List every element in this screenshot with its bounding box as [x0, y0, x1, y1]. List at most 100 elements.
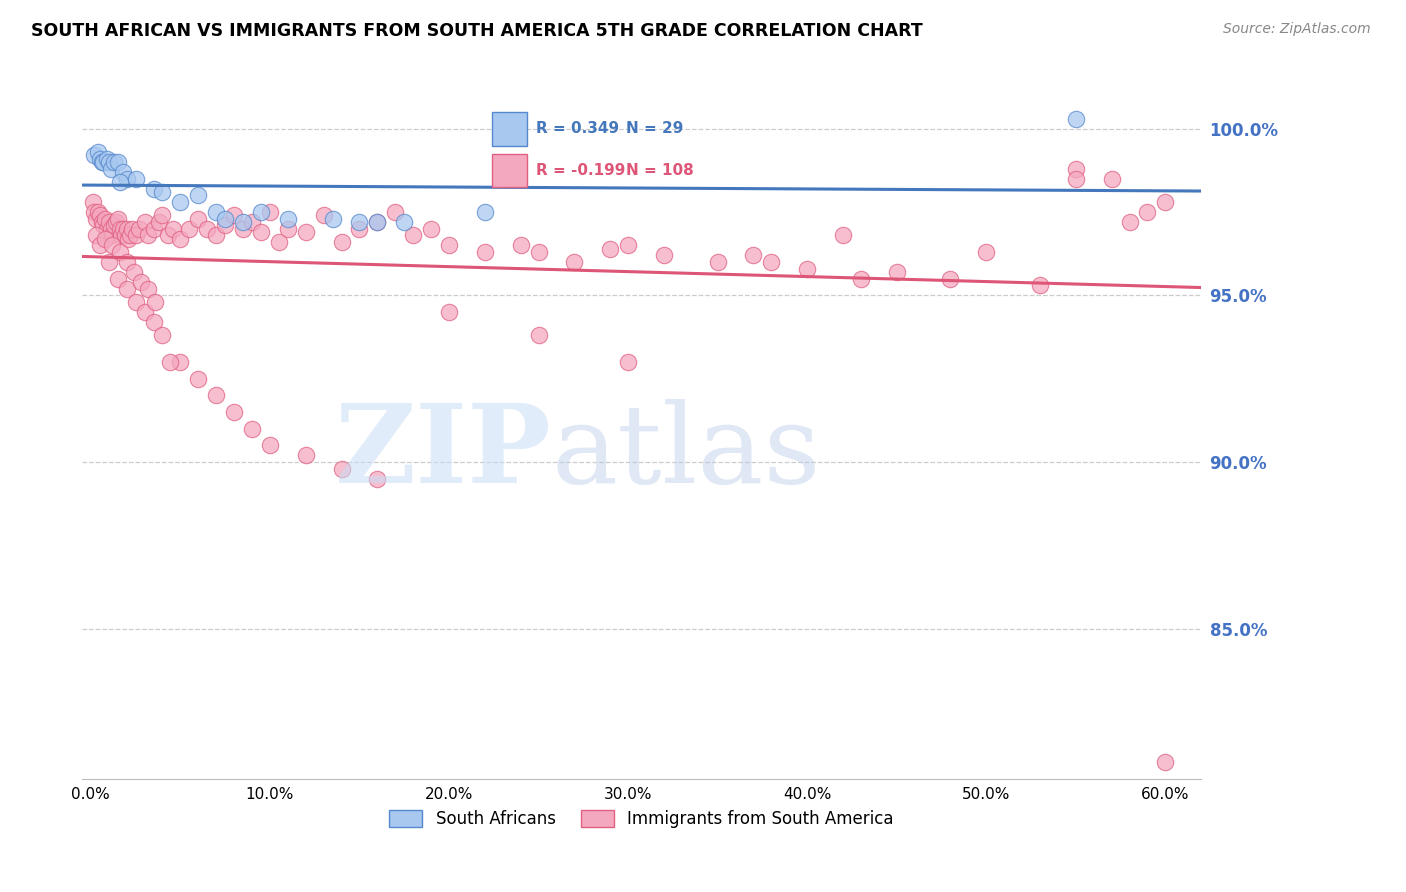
- Point: [474, 205, 496, 219]
- Point: [93, 219, 115, 233]
- Point: [250, 225, 273, 239]
- Point: [195, 221, 218, 235]
- Point: [152, 208, 174, 222]
- Point: [100, 221, 122, 235]
- Point: [187, 211, 209, 226]
- Point: [169, 355, 191, 369]
- Point: [706, 255, 728, 269]
- Point: [115, 171, 138, 186]
- Point: [108, 244, 131, 259]
- Point: [112, 221, 135, 235]
- Point: [89, 152, 111, 166]
- Point: [169, 194, 191, 209]
- Point: [1064, 171, 1087, 186]
- Point: [156, 228, 179, 243]
- Point: [94, 211, 117, 226]
- Point: [474, 244, 496, 259]
- Point: [83, 148, 105, 162]
- Point: [509, 238, 531, 252]
- Point: [110, 228, 132, 243]
- Point: [617, 238, 640, 252]
- Point: [103, 219, 125, 233]
- Point: [349, 215, 371, 229]
- Point: [93, 155, 115, 169]
- Point: [796, 261, 818, 276]
- Point: [82, 194, 104, 209]
- Point: [97, 215, 120, 229]
- Point: [384, 205, 406, 219]
- Text: Source: ZipAtlas.com: Source: ZipAtlas.com: [1223, 22, 1371, 37]
- Point: [527, 244, 550, 259]
- Point: [1136, 205, 1159, 219]
- Point: [437, 238, 460, 252]
- Point: [89, 238, 111, 252]
- Point: [366, 472, 388, 486]
- Point: [617, 355, 640, 369]
- Point: [974, 244, 997, 259]
- Point: [124, 295, 146, 310]
- Point: [224, 208, 246, 222]
- Point: [159, 355, 181, 369]
- Point: [267, 235, 290, 249]
- Point: [214, 211, 236, 226]
- Point: [143, 295, 166, 310]
- Point: [179, 221, 201, 235]
- Point: [114, 228, 136, 243]
- Point: [224, 405, 246, 419]
- Point: [232, 215, 254, 229]
- Point: [90, 155, 112, 169]
- Point: [240, 422, 263, 436]
- Point: [437, 305, 460, 319]
- Point: [169, 232, 191, 246]
- Point: [115, 221, 138, 235]
- Point: [108, 221, 131, 235]
- Point: [128, 221, 150, 235]
- Point: [259, 205, 281, 219]
- Point: [104, 215, 127, 229]
- Point: [294, 225, 316, 239]
- Point: [142, 221, 165, 235]
- Point: [134, 215, 156, 229]
- Point: [89, 208, 111, 222]
- Point: [1154, 194, 1177, 209]
- Point: [136, 282, 159, 296]
- Point: [187, 188, 209, 202]
- Point: [330, 461, 353, 475]
- Point: [205, 228, 228, 243]
- Point: [1101, 171, 1123, 186]
- Point: [115, 282, 138, 296]
- Point: [97, 255, 120, 269]
- Point: [259, 438, 281, 452]
- Point: [349, 221, 371, 235]
- Legend: South Africans, Immigrants from South America: South Africans, Immigrants from South Am…: [382, 803, 901, 835]
- Point: [527, 328, 550, 343]
- Point: [240, 215, 263, 229]
- Point: [599, 242, 621, 256]
- Point: [564, 255, 586, 269]
- Point: [277, 211, 299, 226]
- Point: [84, 211, 107, 226]
- Point: [134, 305, 156, 319]
- Point: [94, 232, 117, 246]
- Point: [83, 205, 105, 219]
- Point: [96, 152, 118, 166]
- Point: [277, 221, 299, 235]
- Point: [129, 275, 152, 289]
- Point: [87, 145, 110, 159]
- Point: [96, 221, 118, 235]
- Text: ZIP: ZIP: [335, 399, 553, 506]
- Point: [97, 155, 120, 169]
- Point: [87, 205, 110, 219]
- Point: [742, 248, 765, 262]
- Point: [394, 215, 416, 229]
- Point: [136, 228, 159, 243]
- Point: [832, 228, 855, 243]
- Point: [366, 215, 388, 229]
- Point: [205, 388, 228, 402]
- Point: [232, 221, 254, 235]
- Point: [152, 328, 174, 343]
- Point: [101, 238, 124, 252]
- Point: [652, 248, 675, 262]
- Point: [322, 211, 344, 226]
- Point: [142, 315, 165, 329]
